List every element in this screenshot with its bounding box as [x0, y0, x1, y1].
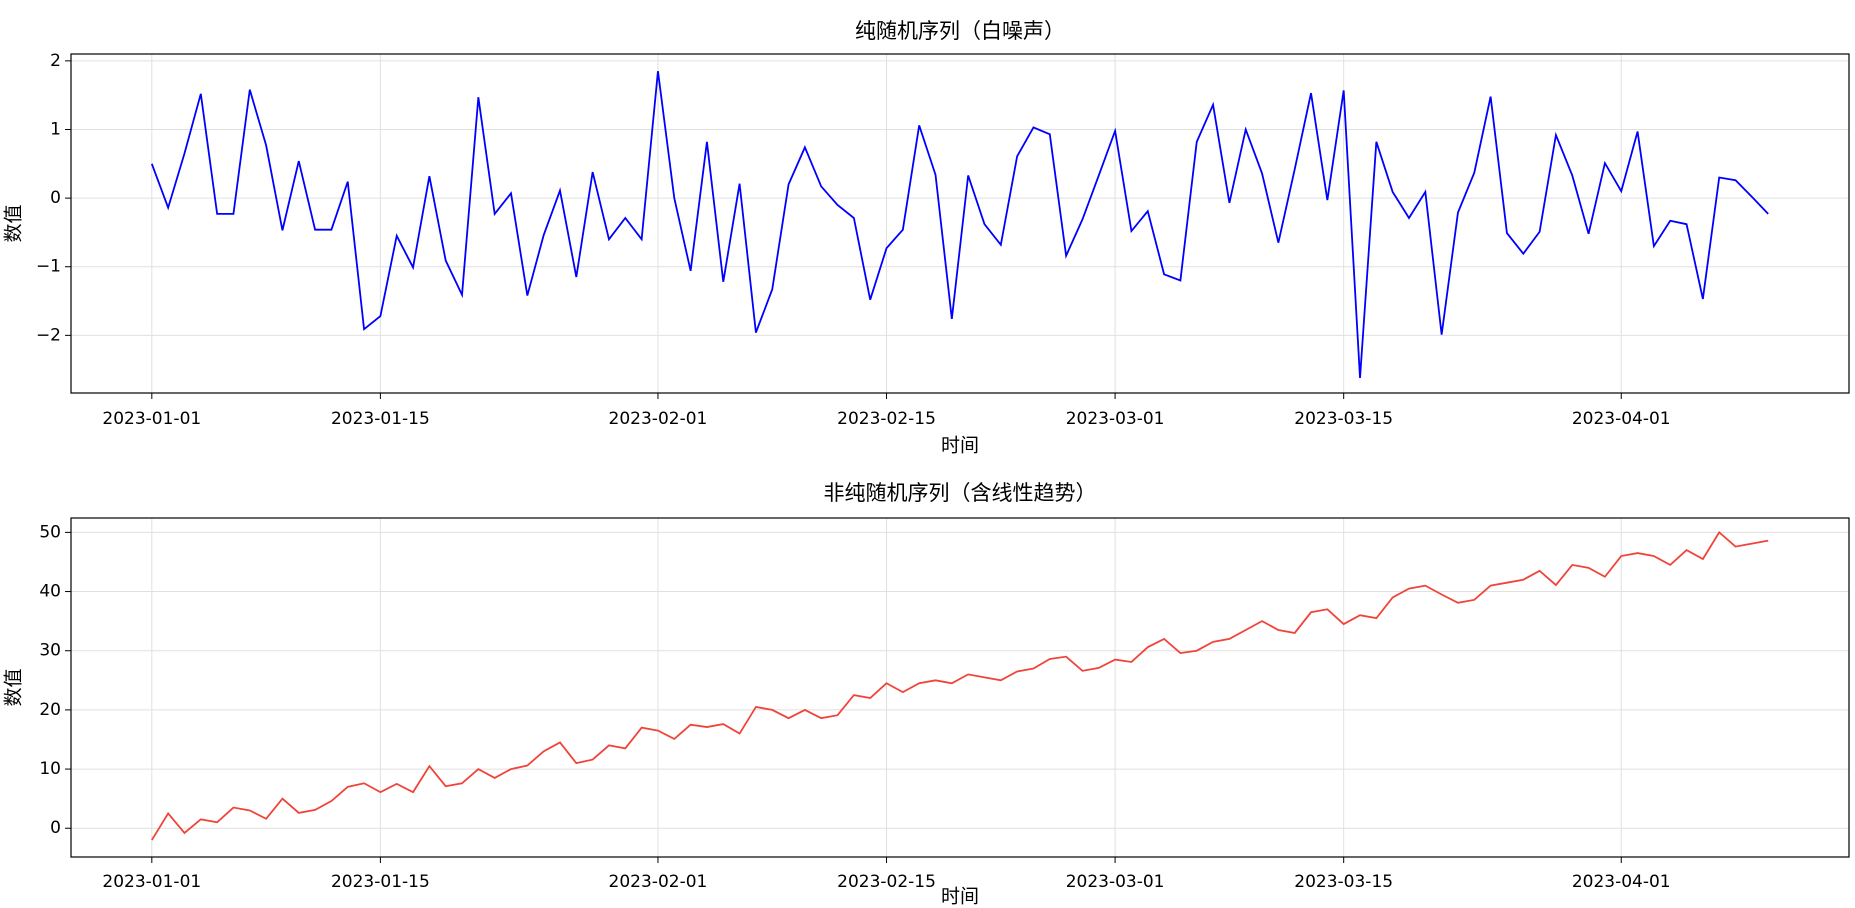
y-tick-label: −2 — [36, 325, 61, 345]
x-tick-label: 2023-02-15 — [837, 872, 936, 892]
plot-frame — [70, 517, 1850, 858]
x-tick-label: 2023-03-01 — [1066, 409, 1165, 429]
y-tick-label: 10 — [39, 759, 61, 779]
x-tick-label: 2023-03-01 — [1066, 872, 1165, 892]
x-axis-label: 时间 — [941, 435, 979, 457]
y-tick-label: 50 — [39, 522, 61, 542]
y-tick-label: 40 — [39, 582, 61, 602]
y-tick-label: −1 — [36, 257, 61, 277]
x-tick-label: 2023-01-15 — [331, 409, 430, 429]
x-tick-label: 2023-01-01 — [102, 409, 201, 429]
x-axis-label: 时间 — [941, 886, 979, 908]
x-tick-label: 2023-02-01 — [609, 409, 708, 429]
y-tick-label: 1 — [50, 119, 61, 139]
x-tick-label: 2023-03-15 — [1294, 872, 1393, 892]
x-tick-label: 2023-01-01 — [102, 872, 201, 892]
y-tick-label: 20 — [39, 700, 61, 720]
x-tick-label: 2023-04-01 — [1572, 872, 1671, 892]
x-tick-label: 2023-02-15 — [837, 409, 936, 429]
y-tick-label: 0 — [50, 818, 61, 838]
plot-frame — [70, 53, 1850, 394]
y-tick-label: 0 — [50, 188, 61, 208]
y-tick-label: 2 — [50, 51, 61, 71]
x-tick-label: 2023-01-15 — [331, 872, 430, 892]
chart-title: 纯随机序列（白噪声） — [855, 19, 1065, 43]
y-axis-label: 数值 — [3, 204, 25, 242]
chart-title: 非纯随机序列（含线性趋势） — [824, 481, 1097, 505]
data-line — [151, 531, 1769, 841]
data-line — [150, 71, 1769, 378]
x-tick-label: 2023-03-15 — [1294, 409, 1393, 429]
y-tick-label: 30 — [39, 641, 61, 661]
y-axis-label: 数值 — [3, 668, 25, 706]
x-tick-label: 2023-04-01 — [1572, 409, 1671, 429]
x-tick-label: 2023-02-01 — [609, 872, 708, 892]
